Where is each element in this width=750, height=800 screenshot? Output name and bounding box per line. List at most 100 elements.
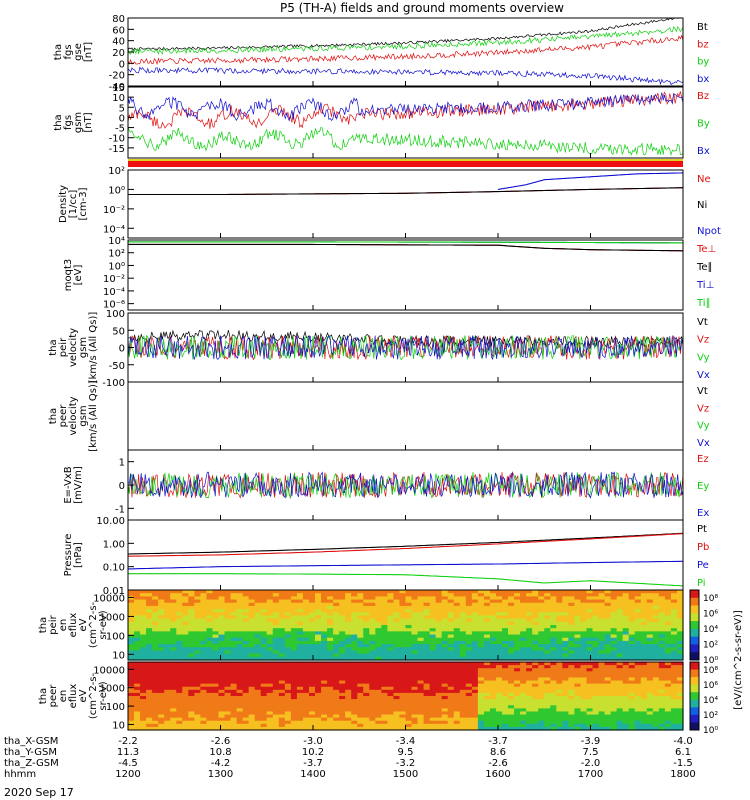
- spectrogram-cell: [495, 711, 503, 716]
- spectrogram-cell: [158, 686, 165, 691]
- spectrogram-cell: [381, 609, 389, 613]
- spectrogram-cell: [465, 723, 473, 728]
- spectrogram-cell: [278, 590, 286, 594]
- spectrogram-cell: [652, 674, 660, 679]
- spectrogram-cell: [477, 625, 485, 629]
- spectrogram-cell: [375, 612, 382, 617]
- spectrogram-cell: [550, 590, 557, 594]
- spectrogram-cell: [351, 665, 358, 669]
- spectrogram-cell: [435, 593, 443, 597]
- spectrogram-cell: [296, 653, 304, 658]
- spectrogram-cell: [544, 647, 551, 652]
- spectrogram-cell: [194, 647, 201, 652]
- spectrogram-cell: [417, 625, 425, 629]
- spectrogram-cell: [164, 634, 171, 639]
- spectrogram-cell: [339, 631, 346, 636]
- spectrogram-cell: [658, 656, 666, 661]
- spectrogram-cell: [158, 689, 165, 694]
- spectrogram-cell: [676, 723, 684, 728]
- spectrogram-cell: [375, 596, 382, 601]
- spectrogram-cell: [646, 599, 654, 604]
- spectrogram-cell: [628, 680, 636, 685]
- spectrogram-cell: [459, 612, 467, 617]
- spectrogram-cell: [640, 683, 648, 688]
- spectrogram-cell: [200, 702, 208, 706]
- spectrogram-cell: [152, 699, 159, 703]
- spectrogram-cell: [580, 631, 588, 636]
- spectrogram-cell: [441, 680, 449, 685]
- spectrogram-cell: [550, 677, 557, 682]
- spectrogram-cell: [152, 602, 159, 607]
- spectrogram-cell: [339, 634, 346, 639]
- spectrogram-cell: [176, 612, 183, 617]
- spectrogram-cell: [194, 609, 201, 613]
- spectrogram-cell: [387, 656, 395, 661]
- spectrogram-cell: [586, 699, 594, 703]
- ytick-label: 10⁻⁴: [103, 287, 125, 298]
- spectrogram-cell: [254, 628, 262, 632]
- panel-frame: [127, 381, 684, 451]
- spectrogram-cell: [345, 686, 352, 691]
- spectrogram-cell: [321, 696, 328, 700]
- spectrogram-cell: [182, 699, 189, 703]
- spectrogram-cell: [520, 640, 527, 645]
- spectrogram-cell: [604, 686, 612, 691]
- spectrogram-cell: [302, 677, 310, 682]
- spectrogram-cell: [206, 668, 214, 672]
- spectrogram-cell: [327, 628, 334, 632]
- spectrogram-cell: [236, 625, 244, 629]
- spectrogram-cell: [640, 656, 648, 661]
- spectrogram-cell: [242, 702, 250, 706]
- spectrogram-cell: [610, 708, 618, 713]
- spectrogram-cell: [616, 702, 624, 706]
- spectrogram-cell: [345, 705, 352, 709]
- spectrogram-cell: [598, 609, 606, 613]
- spectrogram-cell: [471, 711, 479, 716]
- ylabel-density: Density [1/cc] [cm-3]: [58, 185, 89, 223]
- spectrogram-cell: [658, 711, 666, 716]
- spectrogram-cell: [146, 590, 153, 594]
- spectrogram-cell: [212, 615, 220, 620]
- spectrogram-cell: [568, 686, 576, 691]
- spectrogram-cell: [556, 674, 563, 679]
- spectrogram-cell: [206, 615, 214, 620]
- spectrogram-cell: [345, 708, 352, 713]
- spectrogram-cell: [375, 631, 382, 636]
- spectrogram-cell: [604, 668, 612, 672]
- spectrogram-cell: [170, 692, 177, 697]
- spectrogram-cell: [604, 596, 612, 601]
- spectrogram-cell: [152, 599, 159, 604]
- spectrogram-cell: [435, 590, 443, 594]
- spectrogram-cell: [610, 605, 618, 610]
- spectrogram-cell: [230, 593, 238, 597]
- spectrogram-cell: [278, 615, 286, 620]
- spectrogram-cell: [477, 593, 485, 597]
- spectrogram-cell: [495, 621, 503, 626]
- spectrogram-cell: [218, 699, 226, 703]
- spectrogram-cell: [188, 640, 195, 645]
- spectrogram-cell: [441, 723, 449, 728]
- spectrogram-cell: [351, 674, 358, 679]
- legend-by: by: [697, 57, 709, 68]
- spectrogram-cell: [182, 686, 189, 691]
- spectrogram-cell: [290, 637, 298, 642]
- spectrogram-cell: [357, 683, 364, 688]
- spectrogram-cell: [453, 677, 461, 682]
- spectrogram-cell: [574, 708, 582, 713]
- spectrogram-cell: [580, 625, 588, 629]
- spectrogram-cell: [381, 615, 389, 620]
- spectrogram-cell: [664, 628, 672, 632]
- spectrogram-cell: [315, 677, 322, 682]
- spectrogram-cell: [592, 593, 600, 597]
- spectrogram-cell: [429, 689, 437, 694]
- spectrogram-cell: [236, 605, 244, 610]
- spectrogram-cell: [146, 615, 153, 620]
- spectrogram-cell: [616, 665, 624, 669]
- spectrogram-cell: [200, 602, 208, 607]
- spectrogram-cell: [604, 696, 612, 700]
- spectrogram-cell: [182, 593, 189, 597]
- spectrogram-cell: [592, 625, 600, 629]
- ylabel-pressure: Pressure [nPa]: [63, 534, 84, 577]
- spectrogram-cell: [375, 640, 382, 645]
- spectrogram-cell: [610, 650, 618, 655]
